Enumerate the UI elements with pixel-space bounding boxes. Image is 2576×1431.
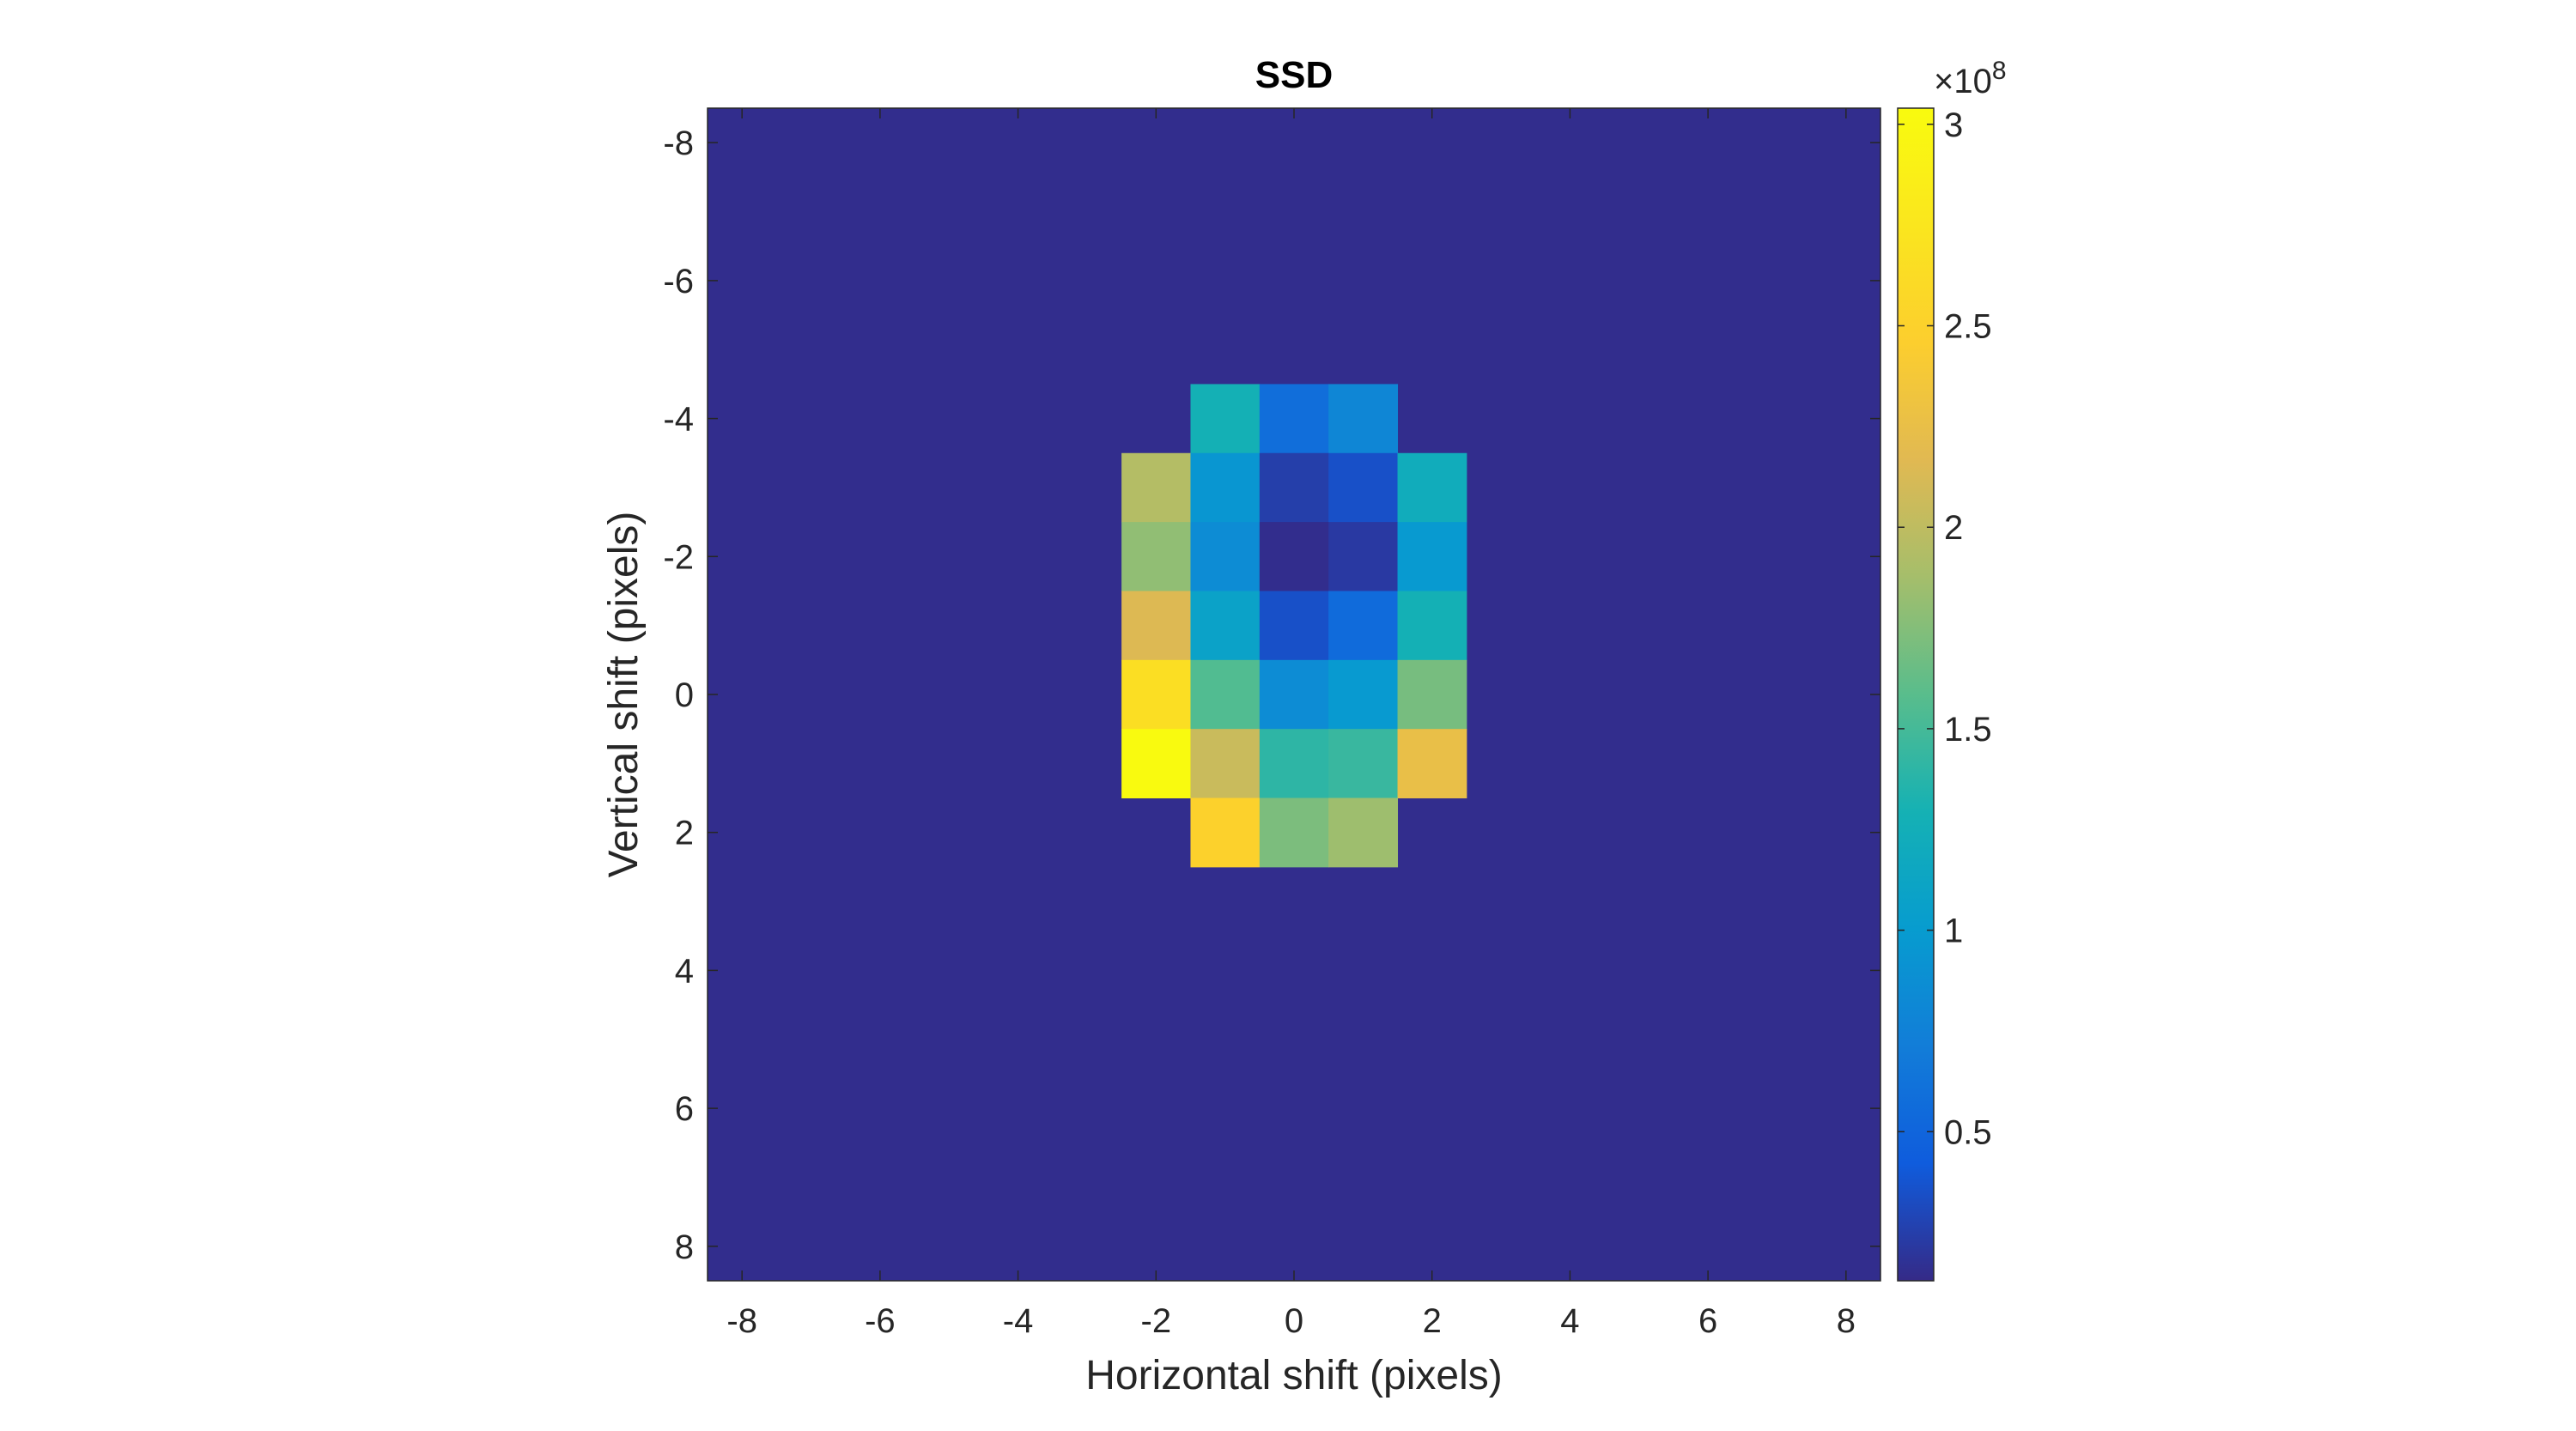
heatmap-cell (1259, 659, 1329, 730)
heatmap-cell (1328, 591, 1399, 661)
heatmap-cell (1328, 522, 1399, 591)
x-axis-ticks: -8 -6 -4 -2 0 2 4 6 8 (726, 108, 1856, 1340)
heatmap-cell (1190, 729, 1261, 799)
heatmap-cell (1190, 797, 1261, 868)
heatmap-cell (1121, 522, 1191, 591)
y-tick-label: 2 (675, 815, 694, 852)
y-tick-label: 4 (675, 952, 694, 990)
heatmap-cell (1121, 452, 1191, 523)
y-tick-label: 8 (675, 1228, 694, 1266)
heatmap-cell (1121, 659, 1191, 730)
x-axis-label: Horizontal shift (pixels) (1085, 1353, 1502, 1398)
heatmap-cell (1328, 729, 1399, 799)
colorbar-tick-label: 1 (1944, 913, 1963, 950)
colorbar-tick-label: 2 (1944, 509, 1963, 547)
heatmap-cell (1259, 591, 1329, 661)
heatmap-cell (1397, 591, 1467, 661)
x-tick-label: 4 (1560, 1302, 1579, 1340)
heatmap-cell (1328, 659, 1399, 730)
x-tick-label: -2 (1141, 1302, 1172, 1340)
y-tick-label: -6 (663, 263, 694, 300)
x-tick-label: 0 (1285, 1302, 1303, 1340)
heatmap-cell (1190, 591, 1261, 661)
heatmap-cell (1259, 522, 1329, 591)
colorbar-multiplier-base: ×10 (1934, 63, 1992, 100)
x-tick-label: -8 (726, 1302, 757, 1340)
colorbar-tick-label: 1.5 (1944, 711, 1992, 749)
heatmap-cell (1259, 384, 1329, 454)
colorbar-tick-label: 0.5 (1944, 1113, 1992, 1151)
heatmap-cell (1328, 797, 1399, 868)
x-tick-label: -6 (865, 1302, 896, 1340)
colorbar-gradient (1897, 107, 1935, 1282)
y-tick-label: -4 (663, 401, 694, 439)
heatmap-cell (1190, 452, 1261, 523)
heatmap-cell (1397, 522, 1467, 591)
x-tick-label: 2 (1423, 1302, 1442, 1340)
heatmap-cell (1121, 729, 1191, 799)
colorbar-multiplier: ×108 (1934, 57, 2007, 100)
x-tick-label: 8 (1837, 1302, 1856, 1340)
colorbar: 0.5 1 1.5 2 2.5 3 (1897, 106, 1992, 1282)
heatmap-cell (1397, 659, 1467, 730)
heatmap-cell (1121, 591, 1191, 661)
heatmap-cell (1328, 384, 1399, 454)
y-tick-label: -8 (663, 124, 694, 162)
heatmap-cell (1190, 522, 1261, 591)
heatmap-cell (1259, 729, 1329, 799)
colorbar-tick-label: 2.5 (1944, 307, 1992, 345)
x-tick-label: 6 (1698, 1302, 1717, 1340)
heatmap-cell (1397, 729, 1467, 799)
colorbar-multiplier-exponent: 8 (1992, 57, 2007, 85)
y-tick-label: 6 (675, 1090, 694, 1128)
heatmap-cells (708, 108, 1880, 1281)
heatmap-cell (1259, 797, 1329, 868)
x-tick-label: -4 (1003, 1302, 1034, 1340)
heatmap-cell (1190, 659, 1261, 730)
y-axis-ticks: -8 -6 -4 -2 0 2 4 6 8 (663, 124, 1880, 1266)
y-axis-label: Vertical shift (pixels) (601, 512, 647, 878)
y-tick-label: 0 (675, 676, 694, 714)
heatmap-cell (1328, 452, 1399, 523)
heatmap-cell (1259, 452, 1329, 523)
chart-title: SSD (1255, 54, 1333, 96)
heatmap-cell (1190, 384, 1261, 454)
colorbar-tick-label: 3 (1944, 106, 1963, 144)
heatmap-cell (1397, 452, 1467, 523)
y-tick-label: -2 (663, 538, 694, 576)
